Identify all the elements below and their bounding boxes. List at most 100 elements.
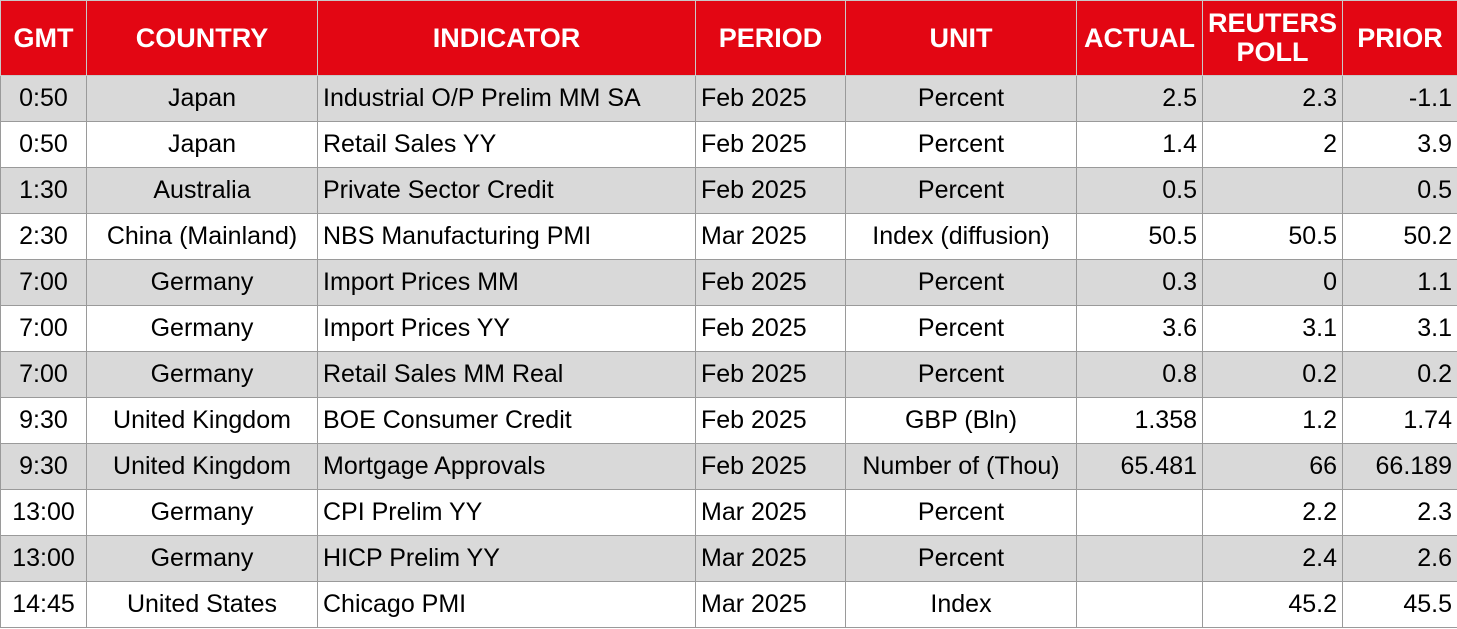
cell-prior: 0.2 [1342,351,1457,398]
cell-indicator: Chicago PMI [317,581,696,628]
cell-period: Mar 2025 [695,535,846,582]
table-row: 2:30 China (Mainland) NBS Manufacturing PM… [0,213,1457,260]
cell-period: Mar 2025 [695,489,846,536]
cell-period: Feb 2025 [695,75,846,122]
cell-actual: 1.4 [1076,121,1203,168]
cell-actual: 3.6 [1076,305,1203,352]
header-reuters-poll: REUTERS POLL [1202,0,1343,76]
cell-country: Germany [86,305,318,352]
cell-actual [1076,581,1203,628]
cell-actual [1076,535,1203,582]
cell-prior: 2.6 [1342,535,1457,582]
cell-country: Germany [86,351,318,398]
cell-unit: Percent [845,305,1077,352]
cell-period: Mar 2025 [695,213,846,260]
table-row: 7:00 Germany Import Prices YY Feb 2025 Perce… [0,305,1457,352]
cell-unit: Percent [845,167,1077,214]
cell-prior: 2.3 [1342,489,1457,536]
header-row: GMT COUNTRY INDICATOR PERIOD UNIT ACTUAL… [0,0,1457,76]
cell-period: Feb 2025 [695,443,846,490]
cell-prior: 3.1 [1342,305,1457,352]
cell-reuters-poll: 66 [1202,443,1343,490]
cell-reuters-poll: 1.2 [1202,397,1343,444]
cell-reuters-poll: 45.2 [1202,581,1343,628]
header-actual: ACTUAL [1076,0,1203,76]
cell-prior: -1.1 [1342,75,1457,122]
cell-reuters-poll: 2.2 [1202,489,1343,536]
cell-unit: Index (diffusion) [845,213,1077,260]
cell-country: Germany [86,259,318,306]
table-row: 13:00 Germany CPI Prelim YY Mar 2025 Percent… [0,489,1457,536]
cell-period: Feb 2025 [695,121,846,168]
header-gmt: GMT [0,0,87,76]
header-period: PERIOD [695,0,846,76]
cell-prior: 45.5 [1342,581,1457,628]
cell-reuters-poll [1202,167,1343,214]
cell-unit: Percent [845,121,1077,168]
table-row: 7:00 Germany Import Prices MM Feb 2025 Perce… [0,259,1457,306]
cell-period: Mar 2025 [695,581,846,628]
cell-period: Feb 2025 [695,397,846,444]
cell-unit: Percent [845,259,1077,306]
cell-gmt: 2:30 [0,213,87,260]
header-indicator: INDICATOR [317,0,696,76]
cell-gmt: 0:50 [0,75,87,122]
header-unit: UNIT [845,0,1077,76]
table-row: 9:30 United Kingdom Mortgage Approvals Feb … [0,443,1457,490]
cell-gmt: 13:00 [0,535,87,582]
table-row: 0:50 Japan Retail Sales YY Feb 2025 Percent 1… [0,121,1457,168]
cell-gmt: 13:00 [0,489,87,536]
cell-prior: 3.9 [1342,121,1457,168]
cell-unit: Index [845,581,1077,628]
cell-indicator: BOE Consumer Credit [317,397,696,444]
table-row: 13:00 Germany HICP Prelim YY Mar 2025 Percen… [0,535,1457,582]
cell-indicator: CPI Prelim YY [317,489,696,536]
cell-unit: Percent [845,489,1077,536]
cell-country: Japan [86,121,318,168]
cell-indicator: Mortgage Approvals [317,443,696,490]
cell-actual: 50.5 [1076,213,1203,260]
header-prior: PRIOR [1342,0,1457,76]
cell-unit: Number of (Thou) [845,443,1077,490]
cell-reuters-poll: 0.2 [1202,351,1343,398]
cell-reuters-poll: 50.5 [1202,213,1343,260]
cell-country: United Kingdom [86,397,318,444]
cell-reuters-poll: 2 [1202,121,1343,168]
cell-prior: 50.2 [1342,213,1457,260]
table-row: 7:00 Germany Retail Sales MM Real Feb 2025 P… [0,351,1457,398]
cell-country: United Kingdom [86,443,318,490]
cell-indicator: Import Prices YY [317,305,696,352]
cell-unit: Percent [845,75,1077,122]
cell-indicator: HICP Prelim YY [317,535,696,582]
cell-actual: 0.3 [1076,259,1203,306]
cell-gmt: 1:30 [0,167,87,214]
table-row: 14:45 United States Chicago PMI Mar 2025 Ind… [0,581,1457,628]
cell-gmt: 14:45 [0,581,87,628]
header-country: COUNTRY [86,0,318,76]
cell-country: Australia [86,167,318,214]
cell-indicator: NBS Manufacturing PMI [317,213,696,260]
cell-period: Feb 2025 [695,259,846,306]
cell-country: China (Mainland) [86,213,318,260]
cell-period: Feb 2025 [695,305,846,352]
cell-unit: Percent [845,535,1077,582]
cell-gmt: 7:00 [0,305,87,352]
cell-actual: 0.5 [1076,167,1203,214]
cell-actual: 2.5 [1076,75,1203,122]
cell-reuters-poll: 2.4 [1202,535,1343,582]
cell-gmt: 0:50 [0,121,87,168]
cell-actual: 65.481 [1076,443,1203,490]
cell-unit: Percent [845,351,1077,398]
table-row: 0:50 Japan Industrial O/P Prelim MM SA Feb … [0,75,1457,122]
cell-country: Japan [86,75,318,122]
cell-indicator: Private Sector Credit [317,167,696,214]
cell-gmt: 9:30 [0,397,87,444]
cell-prior: 0.5 [1342,167,1457,214]
cell-actual [1076,489,1203,536]
cell-prior: 1.1 [1342,259,1457,306]
cell-country: Germany [86,535,318,582]
cell-period: Feb 2025 [695,351,846,398]
cell-country: Germany [86,489,318,536]
cell-indicator: Industrial O/P Prelim MM SA [317,75,696,122]
